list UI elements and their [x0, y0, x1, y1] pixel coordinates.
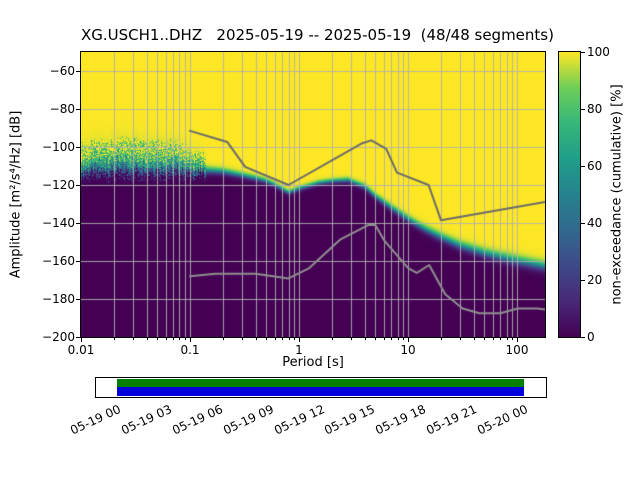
x-tick-label: 0.01 [67, 343, 95, 357]
x-minor-tick-mark [147, 338, 148, 340]
x-minor-tick-mark [384, 338, 385, 340]
x-tick-label: 100 [505, 343, 529, 357]
y-tick-label: −180 [42, 292, 75, 306]
x-tick-label: 1 [295, 343, 303, 357]
y-tick-mark [76, 71, 80, 72]
x-tick-mark [190, 338, 191, 342]
x-tick-mark [408, 338, 409, 342]
colorbar-tick-mark [581, 337, 585, 338]
colorbar [558, 51, 581, 338]
y-tick-label: −160 [42, 254, 75, 268]
y-tick-mark [76, 147, 80, 148]
x-minor-tick-mark [484, 338, 485, 340]
y-tick-label: −120 [42, 178, 75, 192]
timeline-bar [95, 377, 547, 398]
colorbar-tick-label: 0 [587, 330, 595, 344]
colorbar-tick-label: 20 [587, 273, 603, 287]
x-minor-tick-mark [114, 338, 115, 340]
y-tick-mark [76, 185, 80, 186]
x-minor-tick-mark [185, 338, 186, 340]
colorbar-tick-label: 40 [587, 216, 603, 230]
x-tick-label: 10 [400, 343, 416, 357]
x-minor-tick-mark [289, 338, 290, 340]
y-tick-label: −60 [49, 64, 75, 78]
y-tick-mark [76, 109, 80, 110]
colorbar-tick-label: 60 [587, 159, 603, 173]
x-minor-tick-mark [157, 338, 158, 340]
x-minor-tick-mark [275, 338, 276, 340]
x-minor-tick-mark [375, 338, 376, 340]
colorbar-tick-mark [581, 109, 585, 110]
x-minor-tick-mark [351, 338, 352, 340]
x-minor-tick-mark [391, 338, 392, 340]
x-minor-tick-mark [242, 338, 243, 340]
x-minor-tick-mark [332, 338, 333, 340]
x-minor-tick-mark [256, 338, 257, 340]
x-minor-tick-mark [441, 338, 442, 340]
x-minor-tick-mark [179, 338, 180, 340]
x-minor-tick-mark [403, 338, 404, 340]
chart-title: XG.USCH1..DHZ 2025-05-19 -- 2025-05-19 (… [81, 26, 554, 44]
y-tick-mark [76, 223, 80, 224]
timeline-coverage-band [117, 379, 524, 387]
x-tick-mark [81, 338, 82, 342]
y-tick-mark [76, 299, 80, 300]
plot-frame [80, 51, 546, 338]
colorbar-tick-mark [581, 52, 585, 53]
y-tick-label: −100 [42, 140, 75, 154]
x-minor-tick-mark [365, 338, 366, 340]
ppsd-heatmap-canvas [81, 52, 545, 337]
colorbar-tick-mark [581, 223, 585, 224]
x-tick-label: 0.1 [180, 343, 200, 357]
x-minor-tick-mark [493, 338, 494, 340]
x-tick-mark [299, 338, 300, 342]
y-tick-label: −80 [49, 102, 75, 116]
colorbar-tick-label: 100 [587, 45, 610, 59]
y-tick-mark [76, 337, 80, 338]
colorbar-label: non-exceedance (cumulative) [%] [609, 84, 625, 305]
x-axis-label: Period [s] [282, 355, 344, 370]
x-minor-tick-mark [474, 338, 475, 340]
x-minor-tick-mark [500, 338, 501, 340]
x-minor-tick-mark [507, 338, 508, 340]
colorbar-tick-label: 80 [587, 102, 603, 116]
x-minor-tick-mark [133, 338, 134, 340]
x-tick-mark [517, 338, 518, 342]
y-tick-label: −140 [42, 216, 75, 230]
timeline-tick-label: 05-19 00 [68, 402, 123, 438]
y-tick-mark [76, 261, 80, 262]
x-minor-tick-mark [460, 338, 461, 340]
x-minor-tick-mark [166, 338, 167, 340]
x-minor-tick-mark [223, 338, 224, 340]
y-tick-label: −200 [42, 330, 75, 344]
x-minor-tick-mark [512, 338, 513, 340]
x-minor-tick-mark [282, 338, 283, 340]
x-minor-tick-mark [294, 338, 295, 340]
colorbar-tick-mark [581, 280, 585, 281]
x-minor-tick-mark [173, 338, 174, 340]
colorbar-gradient [559, 52, 580, 337]
colorbar-tick-mark [581, 166, 585, 167]
x-minor-tick-mark [398, 338, 399, 340]
x-minor-tick-mark [266, 338, 267, 340]
y-axis-label: Amplitude [m²/s⁴/Hz] [dB] [8, 110, 24, 279]
timeline-segments-band [117, 387, 524, 396]
